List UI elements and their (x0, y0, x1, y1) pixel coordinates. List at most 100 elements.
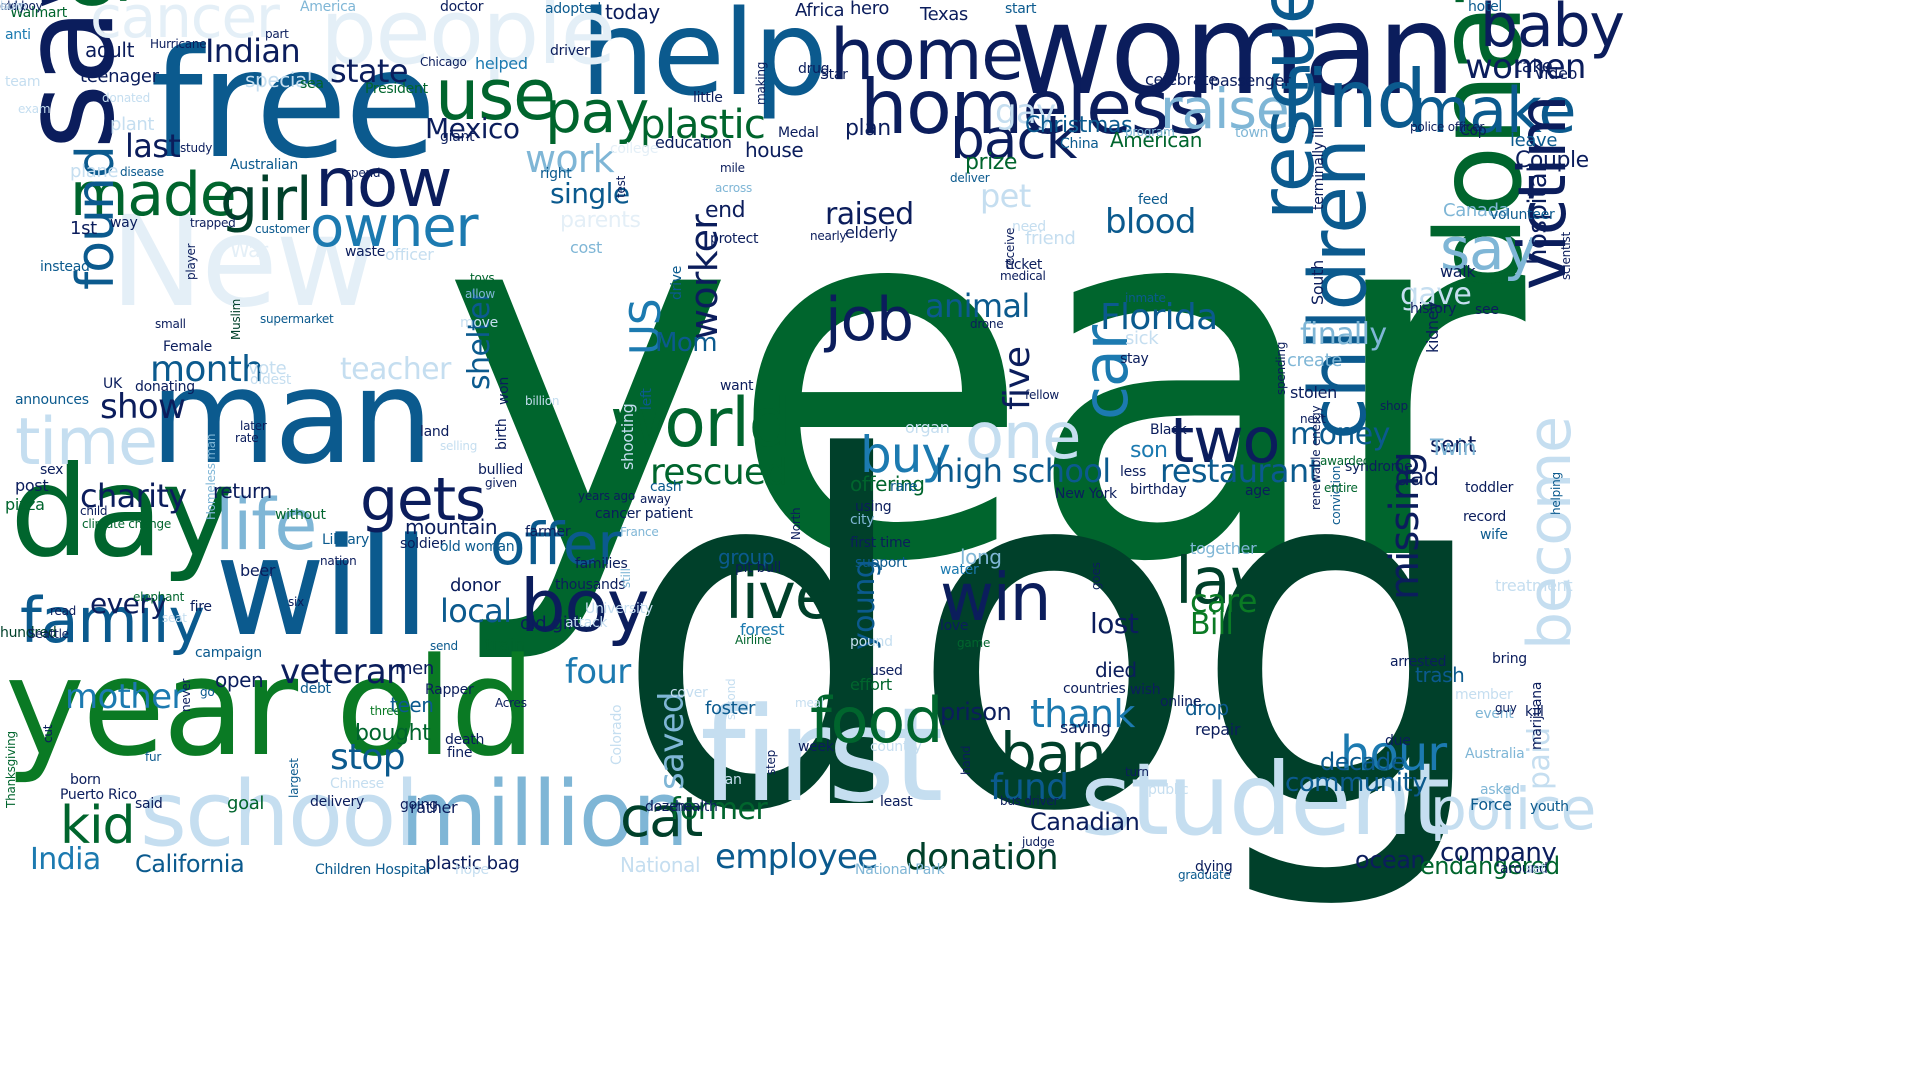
cloud-word: officer (385, 245, 434, 264)
cloud-word: Rapper (425, 682, 474, 698)
cloud-word: teacher (340, 352, 451, 387)
cloud-word: decade (1320, 748, 1406, 776)
cloud-word: year old (5, 629, 536, 786)
cloud-word: customer (255, 222, 310, 236)
cloud-word: bus driver (1000, 794, 1059, 808)
cloud-word: video (1535, 64, 1578, 83)
cloud-word: made (70, 160, 237, 230)
cloud-word: rather (410, 798, 458, 817)
cloud-word: walk (1440, 262, 1476, 281)
cloud-word: left (639, 388, 655, 410)
cloud-word: group (718, 545, 775, 569)
cloud-word: protect (710, 231, 759, 247)
cloud-word: scientist (1559, 231, 1573, 280)
cloud-word: shelter (462, 290, 497, 390)
cloud-word: due (1385, 733, 1411, 749)
cloud-word: youth (1530, 799, 1569, 815)
cloud-word: going (400, 797, 438, 813)
cloud-word: police officer (1410, 120, 1485, 134)
cloud-word: vote (248, 358, 287, 379)
cloud-word: guy (1495, 701, 1517, 715)
cloud-word: community (1285, 768, 1427, 798)
cloud-word: later (240, 419, 267, 433)
cloud-word: helped (475, 54, 528, 73)
cloud-word: fellow (1025, 388, 1059, 402)
cloud-word: little (693, 90, 723, 106)
cloud-word: free (150, 18, 437, 192)
cloud-word: died (1095, 658, 1137, 682)
cloud-word: local (440, 592, 512, 630)
cloud-word: school (140, 762, 420, 867)
cloud-word: plant (110, 114, 155, 135)
cloud-word: Christmas (1025, 113, 1132, 138)
cloud-word: giant (440, 129, 475, 145)
cloud-word: make (1410, 74, 1577, 147)
cloud-word: support (855, 555, 907, 571)
cloud-word: meal (795, 696, 824, 710)
cloud-word: police (1430, 775, 1596, 843)
cloud-word: raise (1160, 77, 1290, 141)
cloud-word: announces (15, 392, 89, 408)
cloud-word: send (430, 639, 458, 653)
cloud-word: fire (190, 599, 212, 615)
cloud-word: company (1440, 838, 1557, 868)
cloud-word: treatment (1495, 576, 1573, 595)
cloud-word: goal (227, 793, 265, 814)
cloud-word: endangered (1420, 852, 1560, 880)
cloud-word: age (1245, 483, 1271, 499)
cloud-word: three (370, 704, 401, 718)
cloud-word: ticket (1005, 257, 1043, 273)
cloud-word: family (20, 584, 205, 657)
cloud-word: cut (41, 724, 55, 743)
cloud-word: Florida (1100, 297, 1218, 338)
cloud-word: instead (40, 259, 90, 275)
cloud-word: Acres (495, 696, 527, 710)
cloud-word: time (15, 405, 158, 480)
cloud-word: toys (470, 271, 495, 285)
cloud-word: terminally ill (1311, 127, 1327, 210)
cloud-word: cost (570, 238, 602, 257)
cloud-word: raised (825, 197, 914, 232)
cloud-word: receive (1003, 227, 1017, 270)
cloud-word: University (585, 601, 653, 617)
cloud-word: single (550, 177, 630, 210)
cloud-word: America (300, 0, 356, 15)
cloud-word: homeless (860, 63, 1207, 151)
cloud-word: become (1515, 417, 1585, 650)
cloud-word: Children Hospital (315, 862, 431, 878)
cloud-word: house (745, 138, 804, 162)
cloud-word: dying (1195, 859, 1233, 875)
cloud-word: need (1012, 219, 1046, 235)
cloud-word: asked (1480, 782, 1520, 798)
cloud-word: delivery (310, 794, 364, 810)
cloud-word: Medal (778, 125, 819, 141)
cloud-word: exam (18, 102, 51, 116)
cloud-word: Airline (735, 633, 772, 647)
cloud-word: dozen (645, 799, 686, 815)
cloud-word: using (855, 499, 892, 515)
cloud-word: Female (163, 339, 212, 355)
cloud-word: plastic bag (425, 853, 520, 874)
cloud-word: fan (720, 772, 742, 788)
cloud-word: France (620, 525, 659, 539)
cloud-word: Homeless man (204, 433, 218, 520)
cloud-word: thousands (555, 577, 626, 593)
cloud-word: repair (1195, 720, 1241, 739)
cloud-word: UK (103, 376, 122, 392)
cloud-word: American (1110, 128, 1202, 152)
cloud-word: organ (905, 418, 950, 437)
cloud-word: blood (1105, 202, 1197, 242)
cloud-word: move (460, 315, 498, 331)
cloud-word: care (1190, 582, 1257, 620)
cloud-word: passenger (1210, 71, 1291, 90)
cloud-word: hope (455, 862, 489, 878)
cloud-word: last (125, 127, 181, 165)
cloud-word: farmer (525, 524, 571, 540)
cloud-word: pit bull (735, 560, 782, 576)
cloud-word: country (870, 739, 922, 755)
cloud-word: Black (1150, 422, 1187, 438)
cloud-word: cancer (90, 0, 280, 51)
cloud-word: city (850, 512, 875, 528)
cloud-word: leave (1510, 130, 1558, 151)
